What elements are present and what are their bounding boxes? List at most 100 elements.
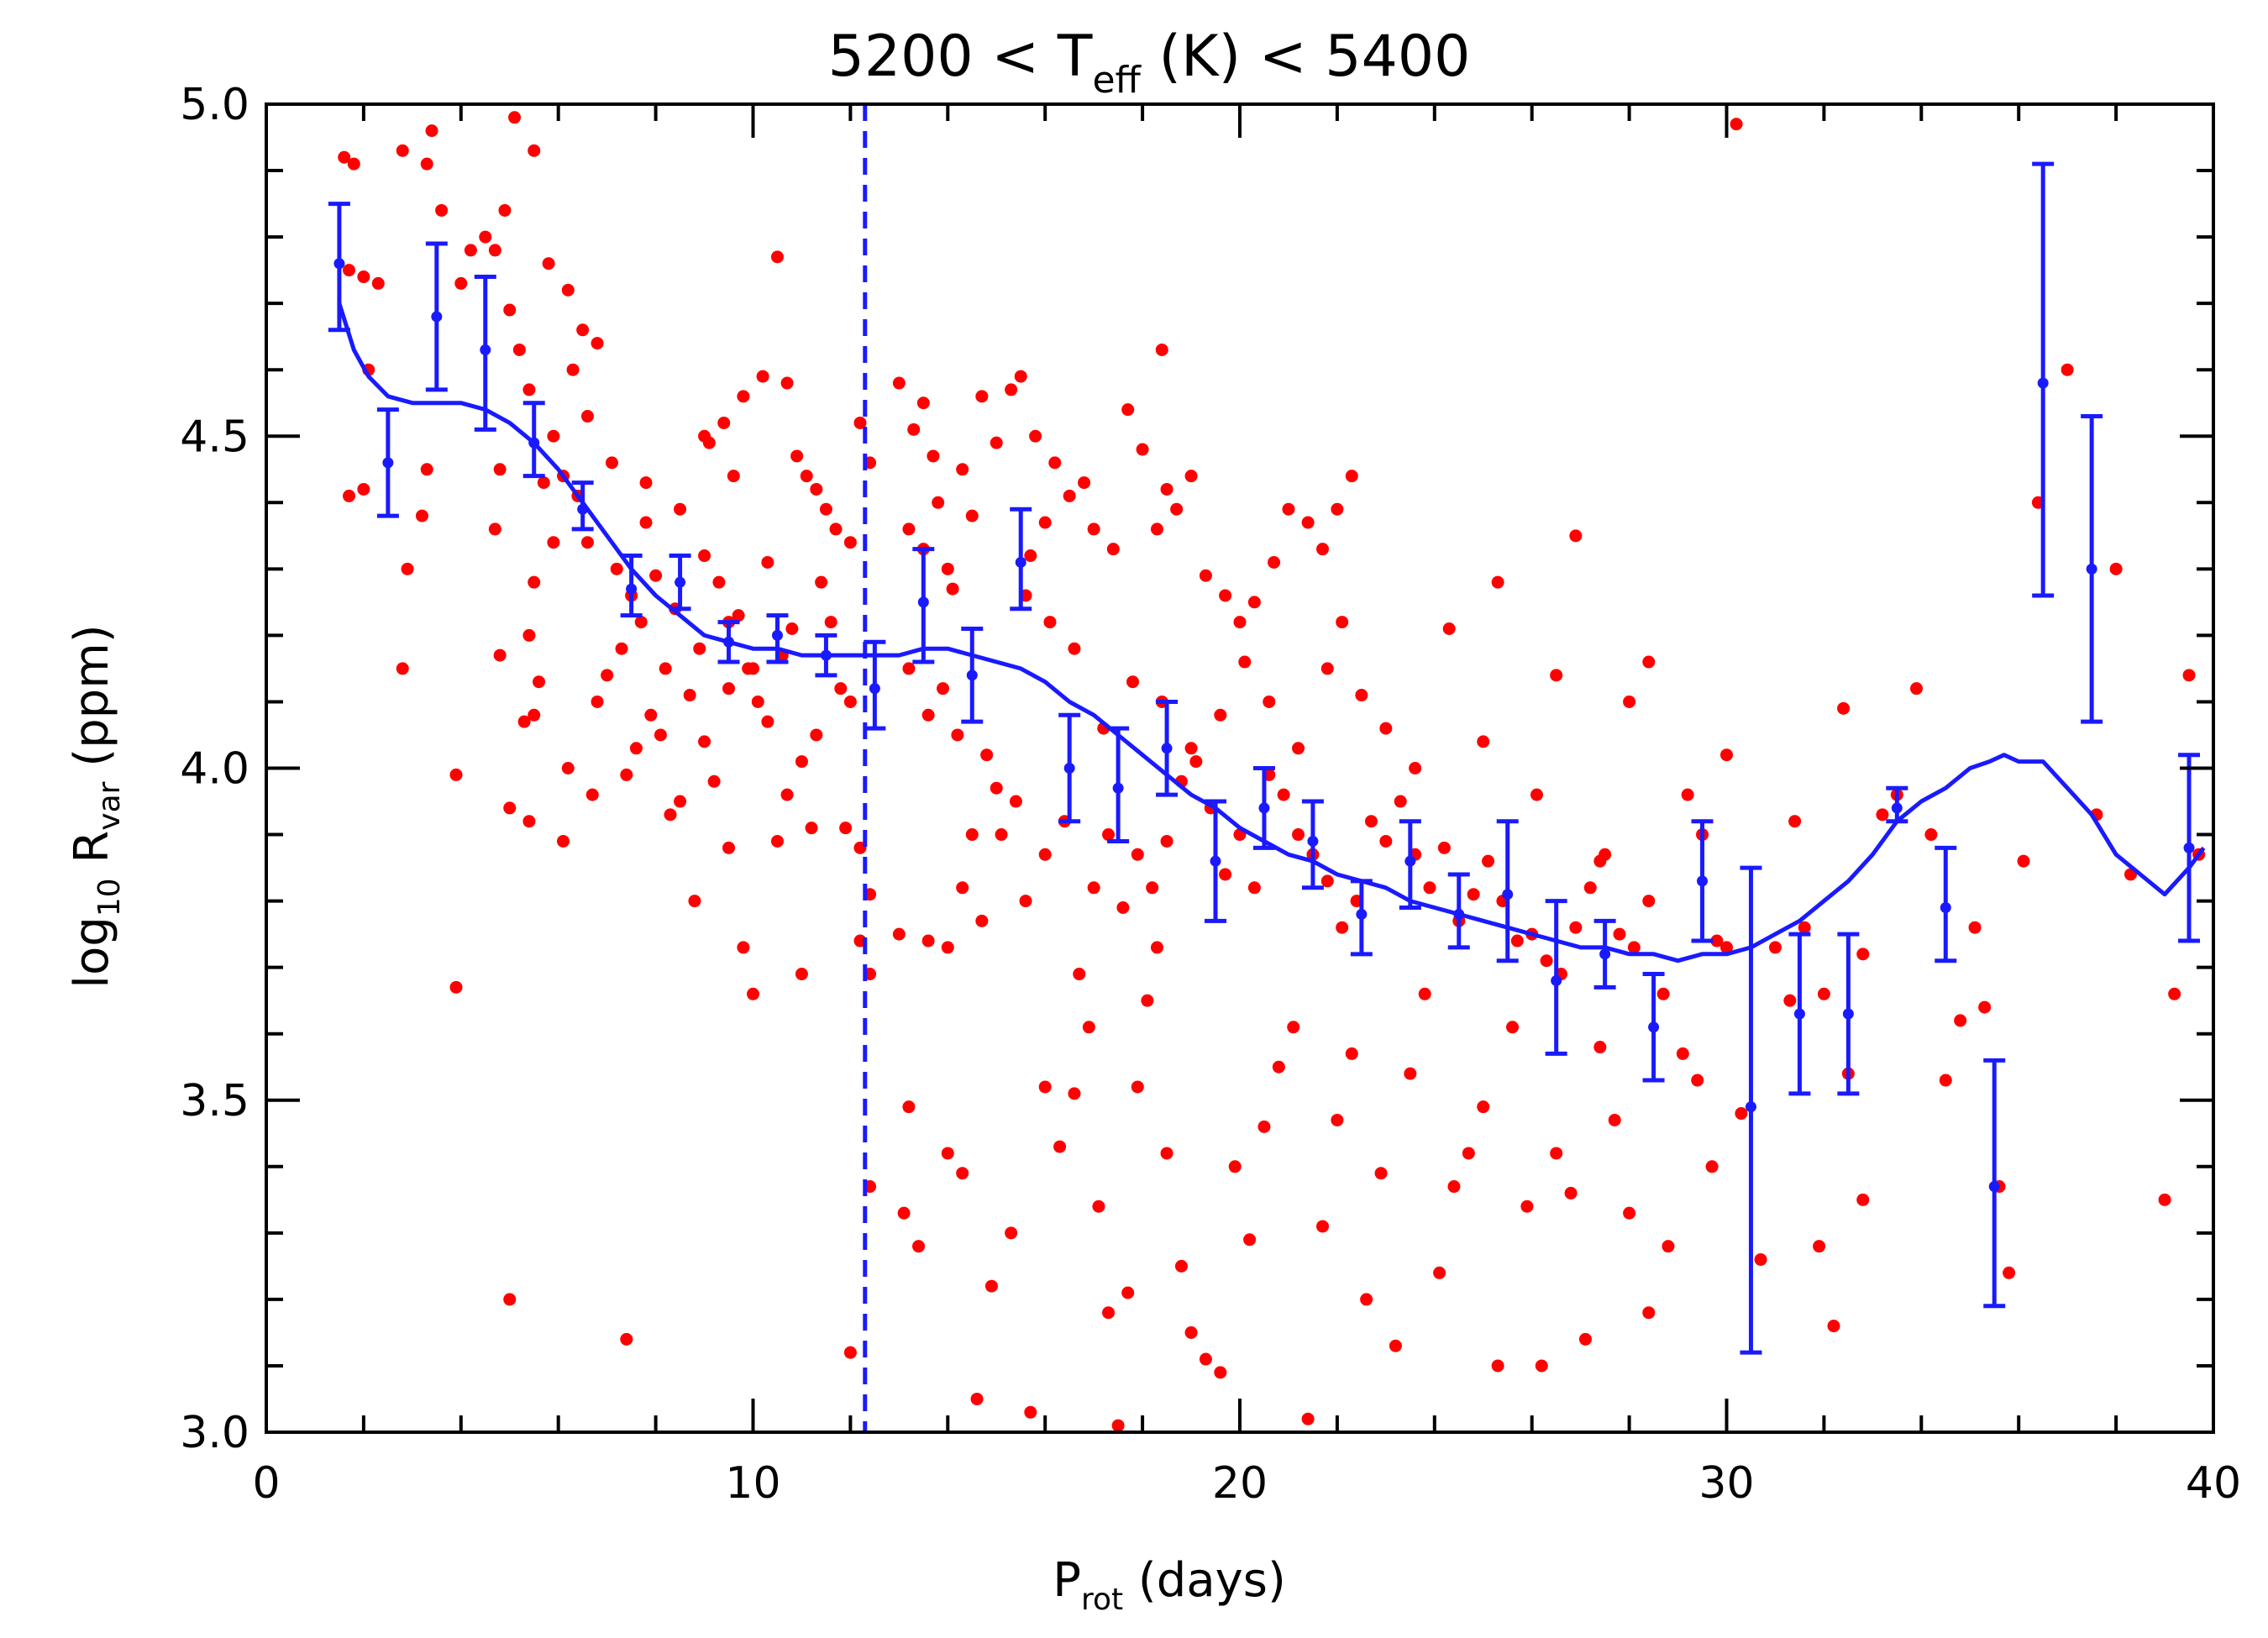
scatter-point-44 xyxy=(537,476,550,490)
scatter-point-289 xyxy=(1477,735,1490,748)
scatter-point-264 xyxy=(1642,1306,1656,1320)
scatter-point-214 xyxy=(941,1147,954,1160)
binned-point-29 xyxy=(1740,865,1762,1355)
scatter-point-199 xyxy=(1482,854,1495,868)
scatter-point-168 xyxy=(1019,895,1032,908)
scatter-point-225 xyxy=(1102,1306,1116,1320)
scatter-point-134 xyxy=(1106,543,1120,556)
scatter-point-205 xyxy=(1569,921,1583,934)
x-axis-label: Prot (days) xyxy=(1053,1553,1286,1617)
scatter-point-240 xyxy=(1287,1021,1300,1034)
scatter-point-82 xyxy=(795,755,808,769)
scatter-point-119 xyxy=(941,562,954,575)
scatter-point-162 xyxy=(902,1100,916,1114)
scatter-point-110 xyxy=(843,1346,857,1359)
scatter-point-125 xyxy=(1005,383,1018,396)
binned-mean-17 xyxy=(1161,743,1173,754)
scatter-point-233 xyxy=(1184,1326,1198,1339)
scatter-point-160 xyxy=(1009,795,1022,808)
scatter-point-312 xyxy=(1876,808,1889,822)
scatter-point-221 xyxy=(1053,1140,1067,1153)
scatter-point-12 xyxy=(454,276,468,290)
scatter-point-209 xyxy=(1627,941,1641,954)
scatter-point-17 xyxy=(528,144,541,157)
binned-mean-21 xyxy=(1356,908,1368,920)
scatter-point-144 xyxy=(1233,616,1247,629)
scatter-point-55 xyxy=(610,562,623,575)
scatter-point-335 xyxy=(639,476,653,490)
scatter-point-9 xyxy=(420,157,433,171)
scatter-point-117 xyxy=(902,522,916,536)
binned-mean-9 xyxy=(771,629,783,641)
scatter-point-273 xyxy=(1783,994,1797,1007)
scatter-point-57 xyxy=(634,616,648,629)
scatter-point-133 xyxy=(1087,522,1100,536)
scatter-point-59 xyxy=(649,569,663,582)
binned-point-28 xyxy=(1691,819,1714,943)
binned-mean-1 xyxy=(382,457,394,469)
scatter-point-88 xyxy=(717,416,731,429)
scatter-point-61 xyxy=(644,708,658,722)
scatter-point-130 xyxy=(1048,456,1062,470)
scatter-point-218 xyxy=(1005,1226,1018,1240)
binned-point-12 xyxy=(912,547,935,664)
scatter-point-317 xyxy=(1954,1014,1967,1027)
binned-point-1 xyxy=(376,407,399,518)
scatter-point-340 xyxy=(785,622,799,635)
scatter-point-16 xyxy=(508,111,522,124)
scatter-point-196 xyxy=(1437,841,1451,854)
scatter-point-316 xyxy=(1939,1074,1952,1087)
scatter-point-315 xyxy=(1924,828,1938,842)
scatter-point-271 xyxy=(1754,1252,1767,1266)
scatter-point-33 xyxy=(512,343,526,356)
scatter-point-113 xyxy=(907,423,921,436)
scatter-point-270 xyxy=(1735,1107,1748,1121)
binned-mean-4 xyxy=(528,437,540,449)
scatter-point-40 xyxy=(566,363,580,376)
scatter-point-77 xyxy=(722,841,736,854)
scatter-point-237 xyxy=(1243,1233,1257,1247)
scatter-point-318 xyxy=(1968,921,1982,934)
binned-mean-19 xyxy=(1258,802,1270,814)
binned-point-13 xyxy=(961,626,984,724)
binned-mean-22 xyxy=(1404,855,1416,867)
scatter-point-132 xyxy=(1078,476,1091,490)
scatter-point-26 xyxy=(503,801,517,815)
binned-mean-27 xyxy=(1648,1021,1660,1033)
scatter-point-86 xyxy=(620,1332,633,1346)
scatter-point-94 xyxy=(800,470,813,483)
scatter-point-254 xyxy=(1491,1359,1504,1373)
scatter-point-173 xyxy=(1102,828,1116,842)
binned-mean-15 xyxy=(1063,763,1075,774)
scatter-point-143 xyxy=(1219,589,1232,602)
scatter-point-236 xyxy=(1228,1160,1242,1173)
ticks-layer xyxy=(265,102,2215,1434)
scatter-point-263 xyxy=(1623,1206,1636,1220)
scatter-point-210 xyxy=(1642,895,1656,908)
scatter-point-179 xyxy=(1189,755,1203,769)
scatter-point-75 xyxy=(761,715,774,728)
scatter-point-99 xyxy=(853,416,867,429)
scatter-point-283 xyxy=(1623,695,1636,708)
scatter-point-167 xyxy=(990,781,1003,795)
binned-mean-2 xyxy=(431,311,443,323)
scatter-point-69 xyxy=(698,549,711,563)
scatter-point-90 xyxy=(756,370,769,383)
scatter-point-13 xyxy=(464,244,477,257)
scatter-point-249 xyxy=(1418,987,1431,1000)
binned-point-32 xyxy=(1886,785,1908,824)
y-axis-label-mid: R xyxy=(65,831,119,879)
scatter-point-28 xyxy=(522,815,536,828)
scatter-point-7 xyxy=(357,482,370,496)
scatter-point-102 xyxy=(843,695,857,708)
scatter-point-252 xyxy=(1462,1147,1475,1160)
scatter-point-25 xyxy=(503,1293,517,1306)
scatter-point-275 xyxy=(1813,1240,1826,1253)
scatter-point-20 xyxy=(396,662,409,675)
binned-mean-0 xyxy=(333,258,345,270)
scatter-point-334 xyxy=(605,456,618,470)
x-axis-label-sub: rot xyxy=(1081,1583,1123,1617)
scatter-point-67 xyxy=(693,642,706,655)
scatter-point-345 xyxy=(722,682,736,696)
scatter-point-241 xyxy=(1301,1412,1315,1425)
